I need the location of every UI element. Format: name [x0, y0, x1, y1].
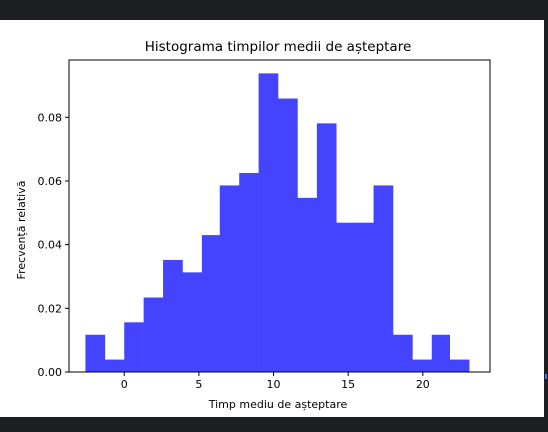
- histogram-bar: [431, 334, 450, 372]
- y-tick-label: 0.00: [38, 366, 63, 379]
- axes-frame: [68, 59, 491, 373]
- y-tick-label: 0.06: [38, 175, 63, 188]
- histogram-bar: [449, 359, 470, 372]
- histogram-bar: [373, 185, 394, 372]
- x-tick-label: 0: [121, 378, 128, 391]
- y-ticks-group: 0.00 0.02 0.04 0.06 0.08: [38, 111, 69, 379]
- y-tick-label: 0.02: [38, 302, 63, 315]
- histogram-bar: [85, 334, 106, 372]
- y-tick-label: 0.04: [38, 239, 63, 252]
- x-tick-label: 15: [341, 378, 355, 391]
- y-tick-label: 0.08: [38, 111, 63, 124]
- histogram-bar: [124, 322, 144, 372]
- chart-title: Histograma timpilor medii de așteptare: [145, 39, 412, 55]
- histogram-bar: [297, 197, 318, 372]
- y-axis-label: Frecvență relativă: [15, 181, 28, 280]
- histogram-bar: [163, 259, 183, 372]
- x-tick-label: 5: [195, 378, 202, 391]
- histogram-bar: [182, 272, 203, 372]
- histogram-bar: [316, 123, 337, 372]
- x-axis-label: Timp mediu de așteptare: [208, 398, 348, 411]
- histogram-bar: [336, 222, 355, 372]
- histogram-bar: [412, 359, 433, 372]
- histogram-bar: [201, 235, 221, 372]
- histogram-bar: [278, 98, 298, 372]
- histogram-bar: [258, 73, 279, 372]
- figure: Histograma timpilor medii de așteptare 0…: [0, 20, 544, 417]
- histogram-bar: [143, 297, 164, 372]
- histogram-bar: [239, 173, 259, 372]
- window-edge-mark: [545, 374, 547, 379]
- histogram-chart: Histograma timpilor medii de așteptare 0…: [15, 39, 491, 411]
- histogram-bar: [104, 359, 125, 372]
- histogram-bar: [354, 222, 374, 372]
- x-ticks-group: 0 5 10 15 20: [121, 372, 430, 391]
- bars-group: [85, 73, 470, 372]
- histogram-bar: [392, 334, 413, 372]
- x-tick-label: 10: [267, 378, 281, 391]
- histogram-bar: [219, 185, 240, 372]
- x-tick-label: 20: [416, 378, 430, 391]
